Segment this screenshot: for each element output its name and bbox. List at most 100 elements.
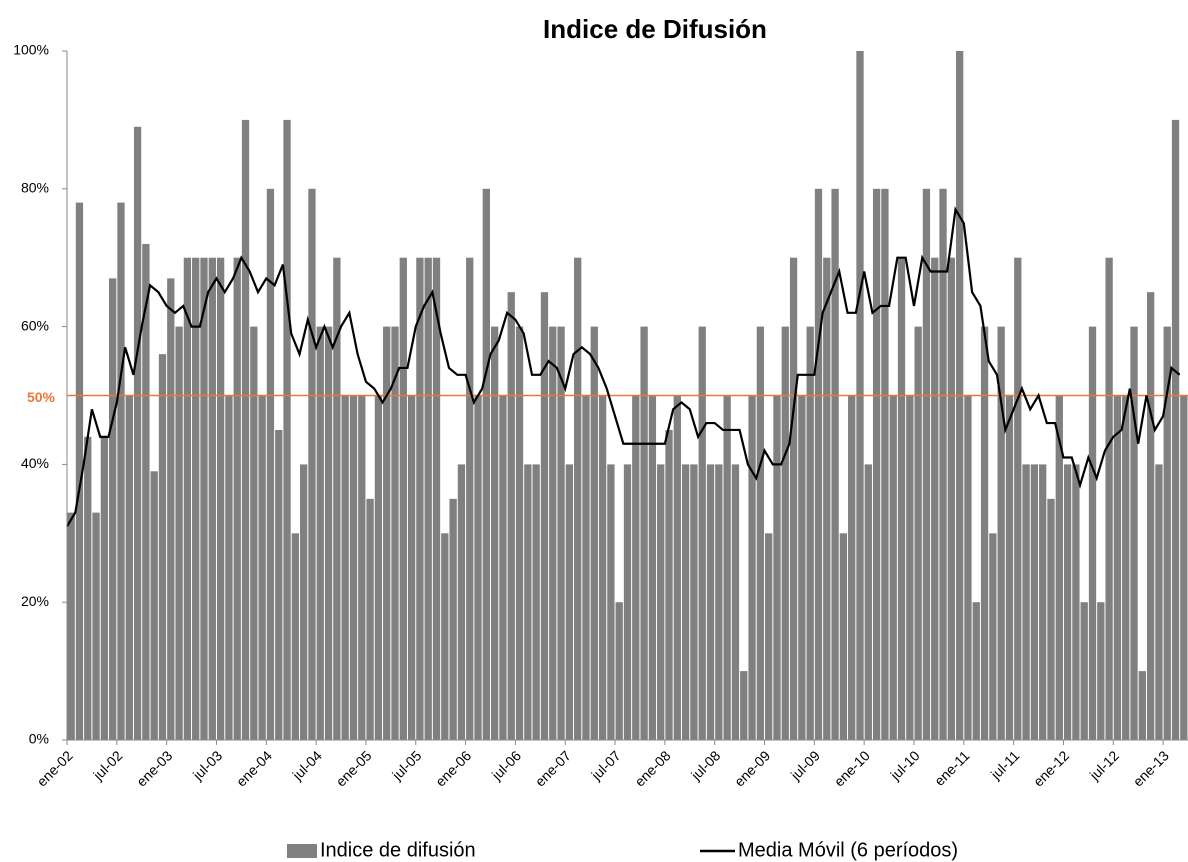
bar xyxy=(706,464,715,740)
bar xyxy=(997,326,1005,740)
bar xyxy=(1055,395,1063,740)
x-tick-label: ene-03 xyxy=(133,747,175,789)
bar xyxy=(1122,395,1130,740)
bar xyxy=(632,395,640,740)
x-tick-label: jul-04 xyxy=(289,747,325,783)
legend-swatch xyxy=(287,844,317,858)
bar xyxy=(466,257,474,740)
bar xyxy=(192,257,200,740)
bar xyxy=(549,326,557,740)
bar xyxy=(980,326,989,740)
bar xyxy=(258,395,266,740)
bar xyxy=(1030,464,1039,740)
bar xyxy=(142,243,150,741)
bar xyxy=(109,278,117,740)
bar xyxy=(972,602,980,740)
bar xyxy=(681,464,690,740)
bar xyxy=(183,257,192,740)
bar xyxy=(515,326,524,740)
bar xyxy=(333,257,341,740)
x-tick-label: ene-12 xyxy=(1030,747,1072,789)
bar xyxy=(690,464,698,740)
x-tick-label: jul-12 xyxy=(1086,747,1122,783)
x-tick-label: jul-05 xyxy=(388,747,424,783)
bar xyxy=(731,464,740,740)
bar xyxy=(482,188,490,741)
bar xyxy=(449,498,457,740)
y-tick-label: 20% xyxy=(21,593,49,609)
bar xyxy=(889,395,897,740)
x-tick-label: jul-08 xyxy=(687,747,723,783)
bar xyxy=(1105,257,1113,740)
bar xyxy=(798,395,806,740)
bar xyxy=(1163,326,1171,740)
y-tick-label: 0% xyxy=(29,731,49,747)
bar xyxy=(341,395,349,740)
bar xyxy=(416,257,424,740)
bar xyxy=(1022,464,1030,740)
bar xyxy=(383,326,391,740)
bar xyxy=(366,498,374,740)
x-tick-label: ene-05 xyxy=(333,747,375,789)
bar xyxy=(1014,257,1022,740)
bar xyxy=(715,464,723,740)
bar xyxy=(765,533,773,740)
bar xyxy=(1005,395,1014,740)
bar xyxy=(574,257,582,740)
bar xyxy=(1088,326,1097,740)
bar xyxy=(607,464,615,740)
x-tick-label: jul-06 xyxy=(488,747,524,783)
bar xyxy=(532,464,540,740)
bar xyxy=(565,464,574,740)
bar xyxy=(723,395,731,740)
bar xyxy=(740,671,748,740)
bar xyxy=(615,602,623,740)
bar xyxy=(216,257,225,740)
bar xyxy=(100,436,109,740)
bar xyxy=(1113,395,1122,740)
bar xyxy=(1080,602,1088,740)
bar xyxy=(358,395,366,740)
bar xyxy=(399,257,407,740)
bar xyxy=(441,533,449,740)
bar xyxy=(748,395,756,740)
bar xyxy=(1072,464,1080,740)
chart-title: Indice de Difusión xyxy=(543,14,767,44)
bar xyxy=(939,188,947,741)
bar xyxy=(424,257,432,740)
bar xyxy=(698,326,706,740)
y-tick-label: 60% xyxy=(21,317,49,333)
bar xyxy=(158,354,167,740)
bar xyxy=(499,395,507,740)
x-tick-label: jul-09 xyxy=(787,747,823,783)
bar xyxy=(848,395,856,740)
bar xyxy=(1039,464,1047,740)
bar xyxy=(557,326,565,740)
y-tick-label: 80% xyxy=(21,180,49,196)
bar xyxy=(117,202,125,740)
bar xyxy=(789,257,798,740)
x-tick-label: ene-02 xyxy=(34,747,76,789)
bar xyxy=(1138,671,1146,740)
bar xyxy=(582,395,590,740)
x-tick-label: jul-11 xyxy=(987,747,1023,783)
x-tick-label: ene-08 xyxy=(631,747,673,789)
reference-label: 50% xyxy=(27,389,56,405)
bar xyxy=(200,257,208,740)
bar xyxy=(349,395,358,740)
legend-label: Indice de difusión xyxy=(320,839,476,861)
bar xyxy=(773,395,781,740)
bar xyxy=(1171,119,1180,740)
bar xyxy=(922,188,931,741)
bar xyxy=(881,188,889,741)
bar xyxy=(374,395,383,740)
bar xyxy=(133,126,142,741)
bar xyxy=(864,464,872,740)
bar xyxy=(1130,326,1138,740)
bar xyxy=(432,257,441,740)
bar xyxy=(648,395,657,740)
bar xyxy=(1063,464,1072,740)
bar xyxy=(839,533,848,740)
bar xyxy=(640,326,648,740)
bar xyxy=(241,119,250,740)
